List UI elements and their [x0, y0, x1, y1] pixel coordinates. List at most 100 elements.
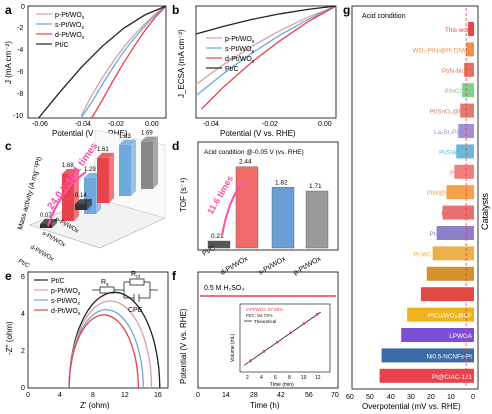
inset-xtick: 4 — [260, 375, 263, 381]
inset-point — [249, 359, 253, 363]
panel-f-xlabel: Time (h) — [250, 401, 280, 410]
panel-letter-a: a — [5, 3, 12, 17]
panel-e-frame — [27, 271, 169, 389]
bar-c-back-1 — [97, 157, 109, 203]
panel-g-xticks: 60 50 40 30 20 10 0 — [346, 394, 475, 401]
bar-g-label: Pt/SWNT-O — [439, 149, 472, 156]
bar-g-12 — [426, 266, 474, 281]
bar-c-back-3 — [141, 141, 153, 189]
bar-g-label: La₂Sr₂PtO₇₊δ — [434, 129, 473, 136]
legend-label: Pt/C — [55, 42, 69, 49]
panel-b-frame — [195, 5, 337, 119]
panel-f-ylabel: Potential (V vs. RHE) — [179, 308, 188, 384]
panel-f-xtick: 0 — [196, 392, 200, 399]
panel-e-xtick: 0 — [26, 392, 30, 399]
legend-label: s-Pt/WOx — [51, 298, 80, 307]
panel-d-ylabel: TOF (s⁻¹) — [179, 177, 188, 212]
legend-label: s-Pt/WOx — [225, 46, 254, 55]
panel-g-xlabel: Overpotential (mV vs. RHE) — [362, 402, 461, 411]
series-line-0 — [80, 5, 167, 117]
panel-g: g Acid condition Catalysts Overpotential… — [343, 3, 490, 411]
bar-g-6 — [456, 144, 474, 159]
inset-xtick: 10 — [301, 375, 307, 381]
panel-d-frame — [197, 141, 339, 251]
bar-g-7 — [454, 164, 474, 179]
panel-g-xtick: 0 — [471, 394, 475, 401]
panel-e-xlabel: Z' (ohm) — [80, 401, 110, 410]
panel-f-xtick: 56 — [305, 392, 313, 399]
panel-letter-e: e — [5, 269, 12, 283]
panel-a-ytick: -2 — [17, 25, 23, 32]
panel-a-ytick: -4 — [17, 47, 23, 54]
bar-value-label: 0.21 — [211, 233, 224, 240]
bar-g-label: Pt/SnO₂@NPC — [430, 109, 473, 116]
series-line-2 — [91, 5, 167, 119]
panel-letter-b: b — [172, 3, 179, 17]
bar-c-back-0-top — [75, 199, 92, 205]
panel-a-xtick: -0.04 — [75, 121, 91, 128]
bar-value-label: 1.61 — [97, 147, 109, 153]
panel-c-plot: 0.07 1.68 1.29 0.14 1.61 1.83 1.69 — [40, 131, 158, 228]
panel-g-xtick: 10 — [447, 394, 455, 401]
panel-b-xtick: -0.02 — [262, 121, 278, 128]
bar-g-label: PtNC/S-C — [444, 88, 472, 95]
panel-f-xtick: 14 — [222, 392, 230, 399]
bar-c-front-1-top — [62, 168, 79, 174]
panel-d-cat: p-Pt/WOx — [293, 255, 323, 276]
panel-e-xtick: 16 — [154, 392, 162, 399]
bar-d-0 — [207, 240, 231, 249]
bar-g-13 — [420, 287, 474, 302]
panel-d-cat: s-Pt/WOx — [258, 255, 288, 276]
panel-a-ytick: -6 — [17, 69, 23, 76]
inset-point — [302, 322, 306, 325]
panel-e-plot — [68, 291, 161, 389]
panel-g-xtick: 20 — [427, 394, 435, 401]
bar-c-back-3-side — [153, 136, 158, 189]
panel-a-plot — [38, 5, 167, 119]
inset-xtick: 12 — [315, 375, 321, 381]
inset-theoretical-line — [243, 311, 321, 366]
inset-legend-2: Pt/C: 94.72% — [246, 313, 273, 318]
trend-arrow — [47, 171, 87, 227]
panel-f-label: 0.5 M H₂SO₄ — [204, 285, 244, 292]
panel-a-xtick: -0.02 — [108, 121, 124, 128]
bar-g-label: LPWGA — [449, 333, 473, 340]
nyquist-arc-0 — [68, 291, 161, 389]
bar-g-label: Pt-WC-1,10/BMZ-1.2 — [413, 251, 472, 258]
inset-point — [289, 331, 293, 335]
panel-a-yticks: -10 -8 -6 -4 -2 0 — [13, 4, 25, 120]
bar-value-label: 0.07 — [40, 213, 52, 219]
panel-c-ylabel: Mass activity (A mg⁻¹Pt) — [17, 156, 43, 231]
panel-g-plot: This work WO₂-PtNi@Pt DNWs Pt/N-Mo₂C PtNC/S… — [379, 8, 474, 388]
bar-g-label: Pt-SA/ML-WO₃ — [430, 231, 473, 238]
bar-value-label: 1.29 — [84, 167, 96, 173]
bar-c-front-0 — [40, 224, 52, 228]
bar-g-17 — [379, 368, 474, 383]
bar-g-label: Pt-GT-1 — [450, 170, 473, 177]
panel-b-xlabel: Potential (V vs. RHE) — [220, 129, 296, 138]
bar-value-label: 1.68 — [62, 163, 74, 169]
panel-f-xtick: 28 — [250, 392, 258, 399]
bar-c-back-0 — [75, 204, 87, 210]
legend-label: Pt/C — [51, 278, 65, 285]
trend-arrow — [221, 179, 245, 237]
panel-e-xtick: 12 — [121, 392, 129, 399]
panel-b: b J_ECSA (mA cm⁻²) Potential (V vs. RHE)… — [172, 3, 337, 138]
panel-g-title: Acid condition — [362, 13, 406, 20]
bar-value-label: 1.71 — [309, 183, 322, 190]
panel-e-ytick: 6 — [21, 274, 25, 281]
inset-point — [315, 312, 319, 316]
panel-e-xtick: 4 — [58, 392, 62, 399]
inset-xtick: 6 — [274, 375, 277, 381]
bar-g-4 — [460, 103, 474, 118]
inset-xtick: 2 — [246, 375, 249, 381]
bar-g-11 — [432, 246, 474, 261]
inset-frame — [239, 303, 331, 373]
bar-g-label: WO₂-PtNi@Pt DNWs — [412, 47, 472, 54]
legend-label: s-Pt/WOx — [55, 22, 84, 31]
circuit-cpe-label: CPE — [128, 307, 143, 314]
bar-g-16 — [381, 348, 474, 363]
bar-c-back-2-top — [119, 139, 136, 145]
panel-c-cat: Pt/C — [17, 259, 31, 270]
